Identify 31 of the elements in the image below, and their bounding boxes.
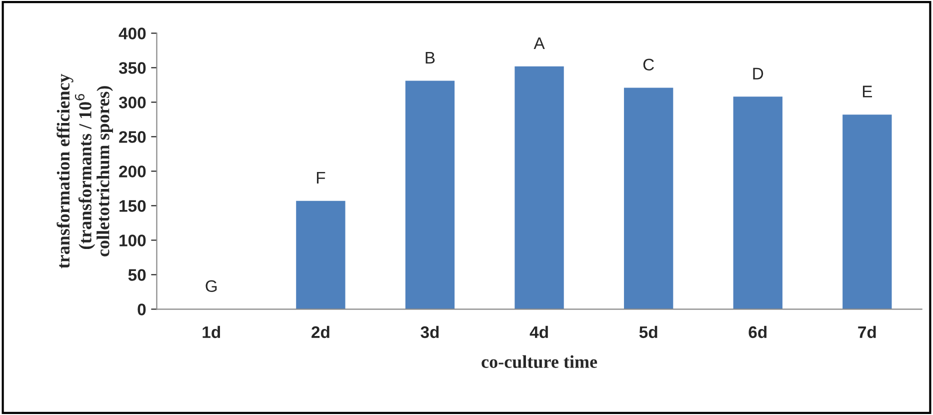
annotation: F (316, 172, 326, 184)
y-tick-label: 250 (119, 131, 146, 143)
y-axis-title: transformation efficiency (transformants / 10$^{6}$ colletotrichum spores) (56, 74, 113, 268)
y-tick-label: 100 (120, 234, 146, 246)
bar (296, 200, 346, 310)
bar (405, 80, 455, 310)
annotation: C (643, 58, 654, 71)
y-tick-label: 350 (118, 62, 146, 74)
x-tick-label: 6d (748, 326, 766, 338)
y-tick-label: 50 (128, 269, 146, 281)
y-tick-label: 150 (120, 200, 146, 212)
x-axis-title: co-culture time (482, 355, 598, 368)
x-tick-label: 4d (530, 326, 548, 338)
y-tick-label: 300 (118, 96, 146, 108)
bar (624, 88, 674, 310)
annotation: A (534, 38, 545, 49)
x-tick-label: 5d (639, 326, 658, 338)
bar (514, 66, 564, 310)
x-tick-label: 2d (312, 326, 330, 338)
x-tick-label: 1d (202, 326, 220, 338)
annotation: D (753, 68, 764, 80)
y-tick-label: 200 (119, 166, 146, 178)
y-tick-label: 0 (138, 304, 146, 316)
bar (842, 114, 892, 310)
x-tick-label: 3d (420, 326, 439, 338)
bar (733, 96, 782, 310)
x-tick-label: 7d (858, 326, 876, 338)
annotation: G (206, 280, 217, 292)
annotation: B (426, 52, 435, 64)
y-tick-label: 400 (118, 28, 146, 40)
annotation: E (862, 86, 872, 98)
